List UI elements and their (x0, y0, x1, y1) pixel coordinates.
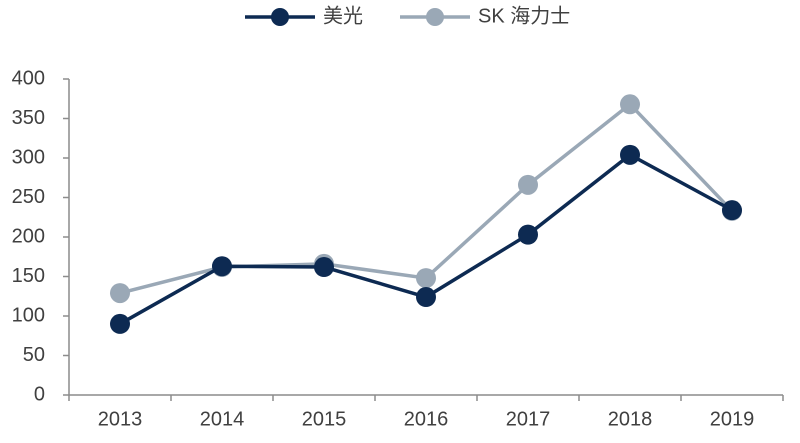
point (416, 268, 436, 289)
y-tick-label: 400 (12, 67, 45, 89)
x-tick-label: 2016 (404, 408, 449, 430)
point (110, 283, 130, 304)
x-tick-label: 2018 (608, 408, 653, 430)
y-tick-label: 250 (12, 186, 45, 208)
y-tick-label: 300 (12, 146, 45, 168)
point (722, 200, 742, 221)
y-tick-label: 50 (23, 344, 45, 366)
y-tick-label: 350 (12, 107, 45, 129)
point (314, 257, 334, 278)
y-tick-label: 150 (12, 265, 45, 287)
point (518, 224, 538, 245)
point (518, 174, 538, 195)
x-tick-label: 2019 (710, 408, 755, 430)
y-tick-label: 100 (12, 304, 45, 326)
point (110, 313, 130, 334)
legend-marker (426, 8, 444, 26)
series-line (119, 101, 734, 295)
x-tick-label: 2015 (302, 408, 347, 430)
point (416, 287, 436, 308)
y-tick-label: 0 (34, 383, 45, 405)
legend-label: 美光 (323, 4, 363, 27)
legend-marker (271, 8, 289, 26)
y-tick-label: 200 (12, 225, 45, 247)
point (212, 256, 232, 277)
point (620, 144, 640, 165)
x-tick-label: 2014 (200, 408, 245, 430)
legend-label: SK 海力士 (478, 4, 570, 27)
x-tick-label: 2017 (506, 408, 551, 430)
x-tick-label: 2013 (98, 408, 143, 430)
point (620, 94, 640, 115)
